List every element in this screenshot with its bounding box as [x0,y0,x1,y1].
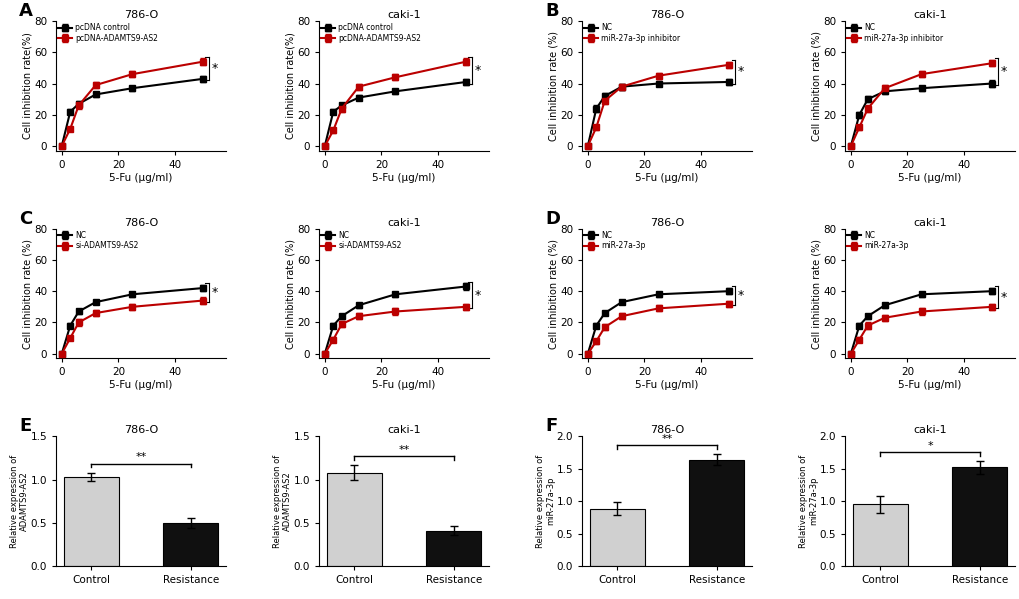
Y-axis label: Cell inhibition rate(%): Cell inhibition rate(%) [285,32,296,140]
Bar [589,509,644,566]
X-axis label: 5-Fu (μg/ml): 5-Fu (μg/ml) [372,380,435,390]
Title: caki-1: caki-1 [387,218,421,228]
Title: caki-1: caki-1 [912,425,946,435]
Y-axis label: Cell inhibition rate (%): Cell inhibition rate (%) [811,31,821,141]
Y-axis label: Cell inhibition rate (%): Cell inhibition rate (%) [811,238,821,349]
Y-axis label: Cell inhibition rate (%): Cell inhibition rate (%) [285,238,296,349]
Bar [64,477,118,566]
Title: 786-O: 786-O [123,425,158,435]
Title: 786-O: 786-O [649,10,684,20]
Bar [426,531,481,566]
Legend: NC, miR-27a-3p: NC, miR-27a-3p [584,231,645,250]
Bar [163,523,218,566]
Y-axis label: Relative expression of
miR-27a-3p: Relative expression of miR-27a-3p [798,455,817,548]
Legend: NC, si-ADAMTS9-AS2: NC, si-ADAMTS9-AS2 [321,231,401,250]
Text: *: * [1000,291,1006,304]
Y-axis label: Relative expression of
ADAMTS9-AS2: Relative expression of ADAMTS9-AS2 [272,455,291,548]
Legend: NC, miR-27a-3p inhibitor: NC, miR-27a-3p inhibitor [847,23,943,43]
X-axis label: 5-Fu (μg/ml): 5-Fu (μg/ml) [898,380,961,390]
Text: **: ** [660,434,672,444]
Legend: NC, si-ADAMTS9-AS2: NC, si-ADAMTS9-AS2 [58,231,139,250]
Bar [952,467,1006,566]
Title: caki-1: caki-1 [912,218,946,228]
Title: 786-O: 786-O [649,425,684,435]
Text: *: * [212,286,218,300]
X-axis label: 5-Fu (μg/ml): 5-Fu (μg/ml) [109,173,172,183]
Y-axis label: Cell inhibition rate (%): Cell inhibition rate (%) [22,238,33,349]
Text: E: E [19,418,32,435]
Text: B: B [545,2,558,20]
Text: **: ** [136,452,147,462]
X-axis label: 5-Fu (μg/ml): 5-Fu (μg/ml) [635,173,698,183]
Y-axis label: Cell inhibition rate (%): Cell inhibition rate (%) [548,31,558,141]
Legend: NC, miR-27a-3p: NC, miR-27a-3p [847,231,908,250]
Text: **: ** [398,444,410,455]
Text: *: * [737,65,743,78]
Text: *: * [737,289,743,302]
Legend: NC, miR-27a-3p inhibitor: NC, miR-27a-3p inhibitor [584,23,680,43]
Text: *: * [212,62,218,75]
Text: *: * [474,63,481,77]
X-axis label: 5-Fu (μg/ml): 5-Fu (μg/ml) [109,380,172,390]
Legend: pcDNA control, pcDNA-ADAMTS9-AS2: pcDNA control, pcDNA-ADAMTS9-AS2 [58,23,158,43]
Bar [852,504,907,566]
Text: F: F [545,418,557,435]
X-axis label: 5-Fu (μg/ml): 5-Fu (μg/ml) [635,380,698,390]
Y-axis label: Relative expression of
ADAMTS9-AS2: Relative expression of ADAMTS9-AS2 [9,455,29,548]
X-axis label: 5-Fu (μg/ml): 5-Fu (μg/ml) [898,173,961,183]
Text: D: D [545,210,559,228]
X-axis label: 5-Fu (μg/ml): 5-Fu (μg/ml) [372,173,435,183]
Title: caki-1: caki-1 [387,10,421,20]
Title: caki-1: caki-1 [912,10,946,20]
Y-axis label: Cell inhibition rate(%): Cell inhibition rate(%) [22,32,33,140]
Text: *: * [474,289,481,301]
Bar [326,473,381,566]
Bar [689,459,744,566]
Text: A: A [19,2,34,20]
Text: *: * [926,441,932,450]
Text: *: * [1000,65,1006,78]
Title: 786-O: 786-O [649,218,684,228]
Legend: pcDNA control, pcDNA-ADAMTS9-AS2: pcDNA control, pcDNA-ADAMTS9-AS2 [321,23,421,43]
Y-axis label: Cell inhibition rate (%): Cell inhibition rate (%) [548,238,558,349]
Title: 786-O: 786-O [123,218,158,228]
Title: 786-O: 786-O [123,10,158,20]
Text: C: C [19,210,33,228]
Y-axis label: Relative expression of
miR-27a-3p: Relative expression of miR-27a-3p [535,455,554,548]
Title: caki-1: caki-1 [387,425,421,435]
